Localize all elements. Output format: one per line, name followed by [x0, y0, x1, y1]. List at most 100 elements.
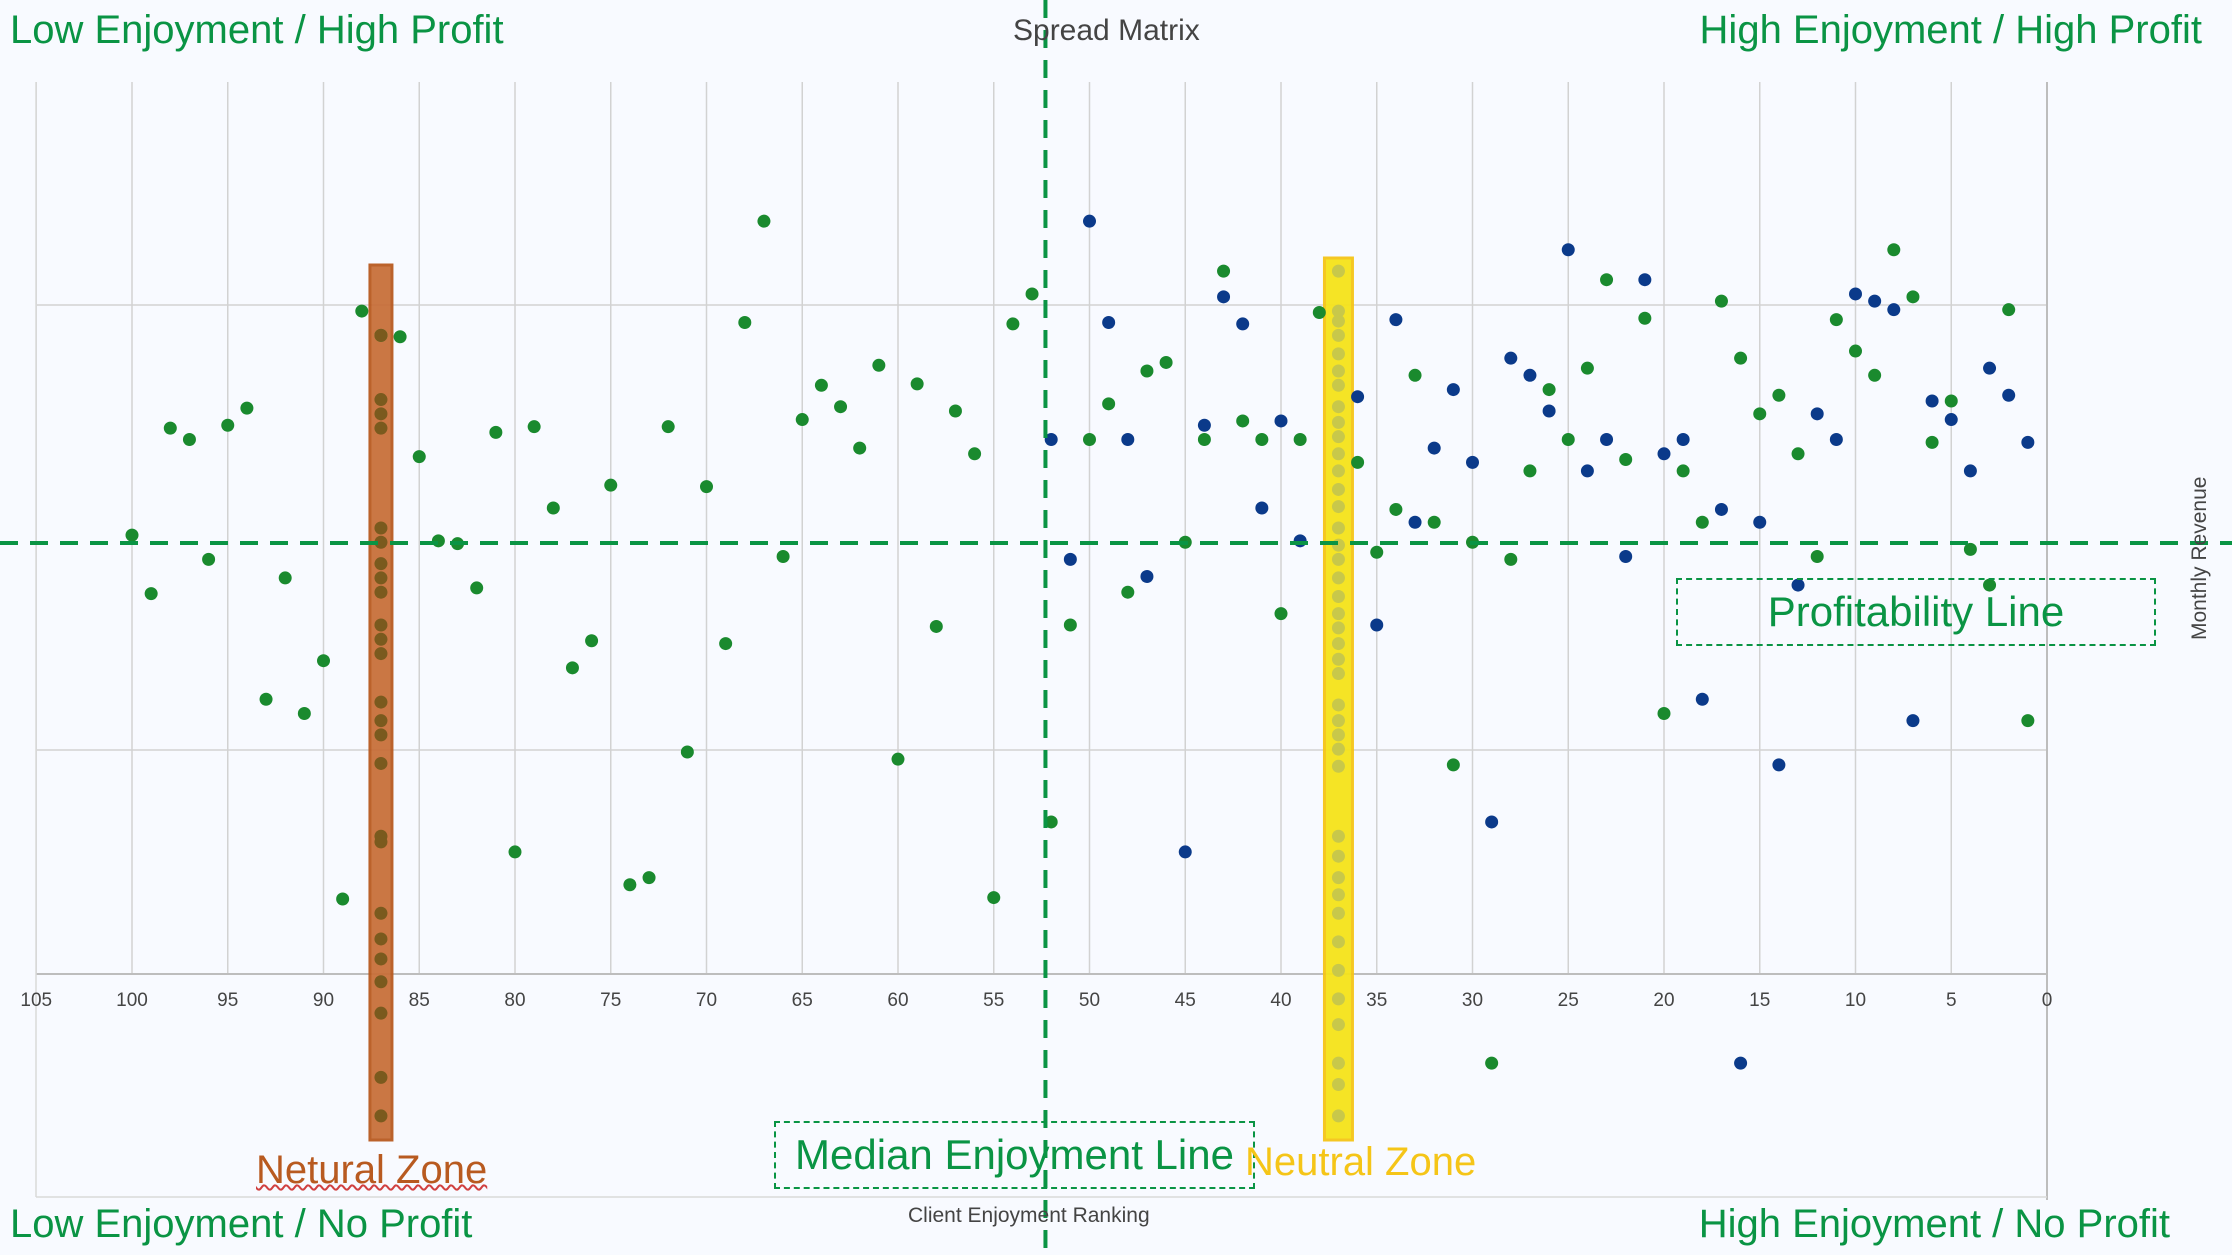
data-point — [1695, 515, 1709, 529]
data-point — [202, 552, 216, 566]
data-point — [623, 878, 637, 892]
data-point — [374, 585, 388, 599]
data-point — [1331, 849, 1345, 863]
data-point — [1734, 351, 1748, 365]
data-point — [585, 634, 599, 648]
data-point — [374, 1109, 388, 1123]
x-tick-label: 75 — [600, 990, 621, 1011]
data-point — [1083, 433, 1096, 447]
data-point — [489, 425, 503, 439]
data-point — [374, 557, 388, 571]
data-point — [1504, 351, 1518, 365]
data-point — [1331, 482, 1345, 496]
data-point — [1466, 455, 1479, 469]
data-point — [1255, 501, 1269, 515]
data-point — [1331, 500, 1345, 514]
x-tick-label: 100 — [116, 990, 148, 1011]
chart-title: Spread Matrix — [1013, 14, 1200, 47]
data-point — [1676, 464, 1690, 478]
data-point — [1044, 815, 1058, 829]
data-point — [1140, 364, 1154, 378]
data-point — [2002, 388, 2016, 402]
data-point — [1753, 515, 1767, 529]
data-point — [1331, 888, 1345, 902]
data-point — [1791, 447, 1805, 461]
data-point — [1944, 394, 1958, 408]
data-point — [1523, 464, 1537, 478]
data-point — [393, 330, 407, 344]
data-point — [1331, 1078, 1345, 1092]
data-point — [355, 304, 369, 318]
x-tick-label: 20 — [1653, 990, 1674, 1011]
data-point — [1983, 361, 1997, 375]
data-point — [1217, 290, 1231, 304]
data-point — [1427, 441, 1441, 455]
data-point — [1906, 714, 1920, 728]
profitability-line-label: Profitability Line — [1676, 578, 2156, 646]
x-tick-label: 60 — [887, 990, 908, 1011]
data-point — [1657, 447, 1671, 461]
data-point — [1925, 435, 1939, 449]
data-point — [1753, 407, 1767, 421]
data-point — [1906, 290, 1920, 304]
data-point — [1849, 344, 1862, 358]
data-point — [1695, 692, 1709, 706]
data-point — [1293, 433, 1307, 447]
x-tick-label: 65 — [792, 990, 813, 1011]
data-point — [1389, 313, 1403, 327]
data-point — [1331, 571, 1345, 585]
data-point — [374, 1070, 388, 1084]
x-tick-label: 0 — [2042, 990, 2053, 1011]
x-tick-label: 90 — [313, 990, 334, 1011]
data-point — [776, 550, 790, 564]
data-point — [1734, 1056, 1748, 1070]
data-point — [1331, 652, 1345, 666]
data-point — [1331, 328, 1345, 342]
data-point — [1580, 464, 1594, 478]
data-point — [1389, 502, 1403, 516]
data-point — [929, 619, 943, 633]
data-point — [1331, 552, 1345, 566]
data-point — [374, 571, 388, 585]
data-point — [2021, 435, 2035, 449]
data-point — [1829, 313, 1843, 327]
quadrant-label-top-right: High Enjoyment / High Profit — [1699, 8, 2202, 52]
data-point — [910, 377, 924, 391]
x-tick-label: 50 — [1079, 990, 1100, 1011]
data-point — [853, 441, 867, 455]
data-point — [1446, 383, 1460, 397]
data-point — [1331, 430, 1345, 444]
data-point — [1446, 758, 1460, 772]
data-point — [374, 728, 388, 742]
data-point — [1063, 552, 1077, 566]
data-point — [546, 501, 560, 515]
data-point — [1331, 304, 1345, 318]
data-point — [374, 328, 388, 342]
data-point — [642, 871, 656, 885]
data-point — [1829, 433, 1843, 447]
data-point — [1006, 317, 1020, 331]
data-point — [1197, 418, 1211, 432]
data-point — [163, 421, 177, 435]
data-point — [1331, 538, 1345, 552]
data-point — [2002, 303, 2016, 317]
data-point — [374, 647, 388, 661]
data-point — [374, 632, 388, 646]
data-point — [374, 393, 388, 407]
data-point — [1887, 303, 1901, 317]
x-tick-label: 85 — [409, 990, 430, 1011]
data-point — [374, 975, 388, 989]
data-point — [795, 413, 809, 427]
data-point — [1849, 287, 1862, 301]
data-point — [1121, 585, 1135, 599]
data-point — [1331, 521, 1345, 535]
data-point — [1427, 515, 1441, 529]
data-point — [470, 581, 484, 595]
data-point — [1121, 433, 1135, 447]
data-point — [968, 447, 982, 461]
data-point — [278, 571, 292, 585]
data-point — [1657, 707, 1671, 720]
data-point — [374, 932, 388, 946]
data-point — [1331, 589, 1345, 603]
